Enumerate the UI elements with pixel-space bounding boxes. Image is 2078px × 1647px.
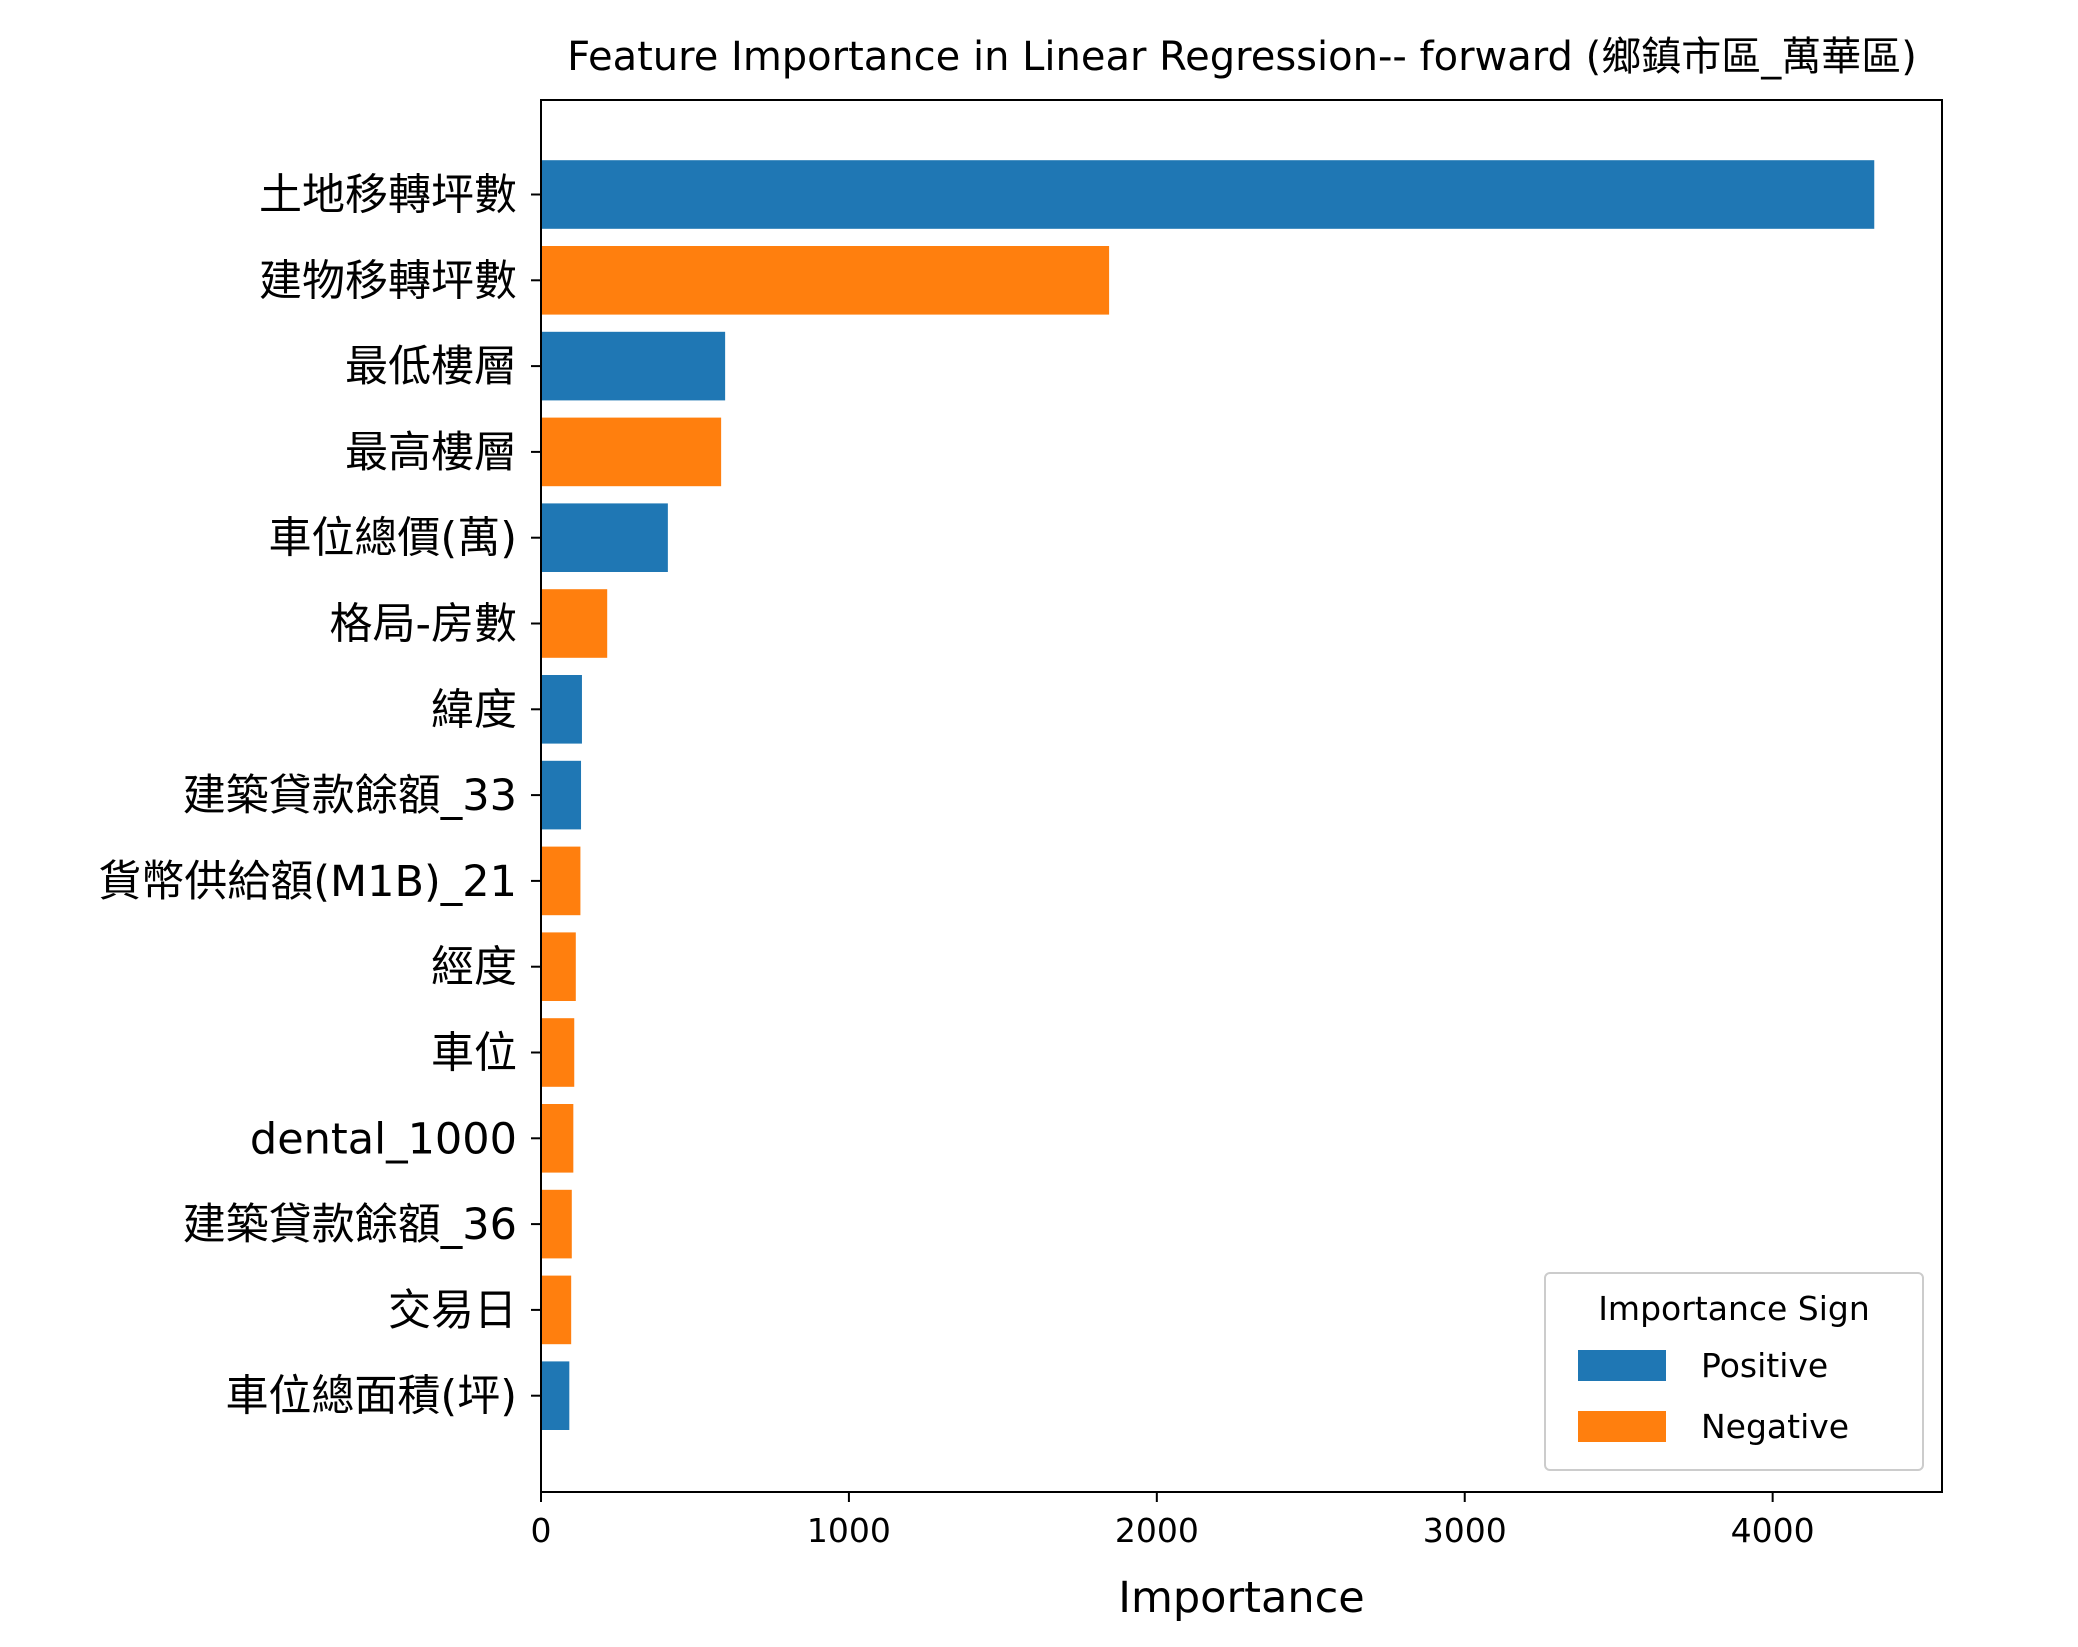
y-tick-label: 建物移轉坪數 xyxy=(259,256,517,306)
legend-swatch-positive xyxy=(1578,1350,1666,1381)
bar-3 xyxy=(541,417,722,487)
x-axis-ticks: 0 1000 2000 3000 4000 xyxy=(531,1492,1815,1550)
bar-1 xyxy=(541,246,1110,315)
y-tick-label: 建築貸款餘額_33 xyxy=(183,771,517,821)
x-tick-label: 3000 xyxy=(1423,1511,1507,1550)
bar-12 xyxy=(541,1189,572,1259)
legend-label-negative: Negative xyxy=(1701,1407,1849,1446)
bars-group xyxy=(541,160,1875,1430)
x-tick-label: 0 xyxy=(531,1511,552,1550)
bar-8 xyxy=(541,846,581,916)
y-tick-label: 車位總價(萬) xyxy=(268,514,517,564)
y-tick-label: 土地移轉坪數 xyxy=(259,171,517,221)
y-tick-label: dental_1000 xyxy=(250,1114,517,1164)
x-axis-label: Importance xyxy=(1118,1573,1364,1623)
bar-5 xyxy=(541,589,608,658)
plot-frame xyxy=(540,99,1943,1493)
x-tick-label: 1000 xyxy=(807,1511,891,1550)
y-tick-label: 貨幣供給額(M1B)_21 xyxy=(98,857,517,907)
legend-swatch-negative xyxy=(1578,1411,1666,1442)
bar-9 xyxy=(541,932,576,1001)
legend-title: Importance Sign xyxy=(1598,1289,1870,1328)
bar-13 xyxy=(541,1275,572,1345)
bar-11 xyxy=(541,1104,574,1173)
bar-0 xyxy=(541,160,1875,229)
legend-label-positive: Positive xyxy=(1701,1346,1828,1385)
chart-title: Feature Importance in Linear Regression-… xyxy=(567,34,1917,80)
bar-2 xyxy=(541,331,726,401)
bar-10 xyxy=(541,1018,575,1087)
bar-4 xyxy=(541,503,668,572)
x-tick-label: 4000 xyxy=(1731,1511,1815,1550)
bar-14 xyxy=(541,1361,570,1430)
y-tick-label: 車位總面積(坪) xyxy=(225,1372,517,1422)
x-tick-label: 2000 xyxy=(1115,1511,1199,1550)
y-tick-label: 建築貸款餘額_36 xyxy=(183,1200,517,1250)
y-tick-label: 格局-房數 xyxy=(329,600,517,650)
y-tick-label: 交易日 xyxy=(388,1286,517,1336)
bar-6 xyxy=(541,675,582,744)
bar-7 xyxy=(541,760,582,830)
y-tick-label: 經度 xyxy=(431,943,517,993)
y-tick-label: 車位 xyxy=(431,1029,517,1079)
y-tick-label: 最低樓層 xyxy=(345,342,517,392)
legend: Importance Sign Positive Negative xyxy=(1544,1272,1924,1471)
y-tick-label: 緯度 xyxy=(431,685,517,735)
y-tick-label: 最高樓層 xyxy=(345,428,517,478)
